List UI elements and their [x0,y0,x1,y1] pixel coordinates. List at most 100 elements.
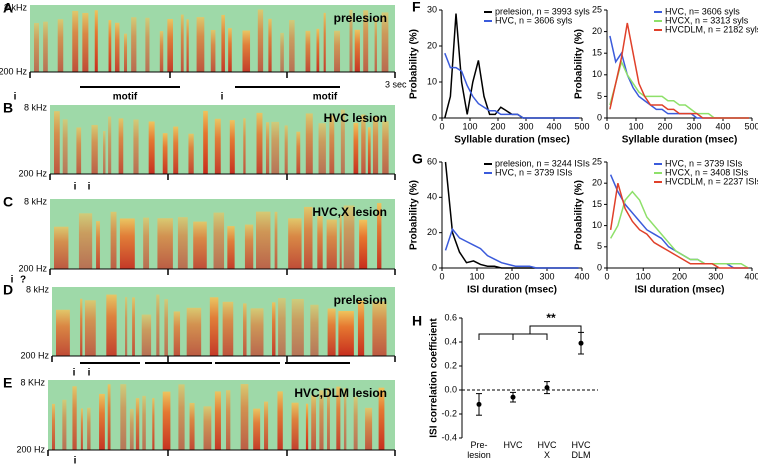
annotation: motif [313,92,338,103]
syllable [305,113,313,174]
y-tick-label: 25 [592,156,602,166]
x-tick-label: HVC DLM [571,440,591,460]
syllable [268,18,272,72]
syllable [319,390,324,450]
syllable [143,217,150,269]
syllable [124,33,128,72]
syllable [374,17,377,72]
y-tick-label: 20 [592,26,602,36]
annotation: ? [20,275,26,286]
syllable [43,21,48,72]
y-tick-label: 40 [427,192,437,202]
syllable [336,386,341,450]
syllable [256,112,263,174]
spectrogram-title: HVC,DLM lesion [294,386,387,400]
syllable [78,213,93,269]
syllable [264,401,269,450]
syllable [132,297,135,356]
panel-label: D [3,282,13,298]
syllable [167,19,173,72]
annotation: i [88,182,91,193]
y-tick-label: 5 [597,241,602,251]
y-tick-label: 25 [592,4,602,14]
legend-entry: HVCX, n = 3313 syls [665,15,749,25]
syllable [378,387,385,450]
y-tick-label: 10 [592,220,602,230]
y-tick-label: 20 [592,178,602,188]
panel-label: F [412,0,421,15]
syllable [173,126,179,174]
syllable [250,308,264,356]
syllable [80,298,83,356]
syllable [305,403,309,450]
syllable [214,118,221,174]
syllable [152,398,155,450]
x-tick-label: Pre-lesion [467,440,491,460]
syllable [372,301,387,356]
x-tick-label: 0 [439,121,444,131]
series-line [444,227,579,269]
panel-label: C [3,194,13,210]
mean-point [578,340,584,346]
x-tick-label: 500 [744,121,758,131]
x-tick-label: 0 [604,271,609,281]
syllable [203,110,208,174]
syllable [277,391,283,450]
syllable [188,133,194,174]
syllable [318,123,326,174]
syllable [203,406,212,450]
syllable [242,30,251,72]
syllable [108,20,112,73]
syllable [129,408,134,450]
series-line [609,22,750,119]
y-tick-label: 20 [427,227,437,237]
syllable [372,115,379,174]
syllable [209,297,219,356]
x-tick-label: 300 [518,121,533,131]
x-tick-label: 200 [657,121,672,131]
syllable [343,205,355,269]
x-axis-label: ISI duration (msec) [467,285,557,296]
syllable [229,120,235,174]
syllable [62,119,68,174]
frequency-bottom: 200 Hz [18,263,47,273]
syllable [119,218,135,269]
syllable [186,19,189,72]
series-line [444,52,580,119]
legend-entry: HVCX, n = 3408 ISIs [665,167,749,177]
annotation: i [88,368,91,379]
syllable [271,121,280,174]
frequency-top: 8 KHz [20,377,45,387]
frequency-bottom: 200 Hz [20,350,49,360]
syllable [256,211,271,269]
syllable [311,395,317,450]
spectrogram-title: HVC lesion [324,111,387,125]
syllable [265,122,270,174]
syllable [327,308,336,356]
y-tick-label: 0 [432,262,437,272]
syllable [186,307,202,356]
x-tick-label: 100 [469,271,484,281]
x-tick-label: HVC X [537,440,557,460]
mean-point [544,385,550,391]
syllable [173,311,181,356]
y-tick-label: 0.4 [444,336,457,346]
syllable [96,221,100,269]
syllable [34,23,39,72]
legend-entry: HVC, n = 3606 syls [495,15,573,25]
syllable [87,407,91,450]
syllable [80,408,83,450]
y-axis-label: Probability (%) [574,29,585,99]
y-tick-label: 10 [427,76,437,86]
syllable [162,133,168,174]
syllable [214,391,221,450]
annotation: i [14,92,17,103]
syllable [222,301,234,356]
syllable [125,297,128,356]
y-tick-label: 15 [592,199,602,209]
syllable [54,226,69,269]
syllable [354,29,360,73]
syllable [226,390,231,450]
spectrogram-title: HVC,X lesion [312,205,387,219]
x-axis-label: Syllable duration (msec) [454,135,570,146]
